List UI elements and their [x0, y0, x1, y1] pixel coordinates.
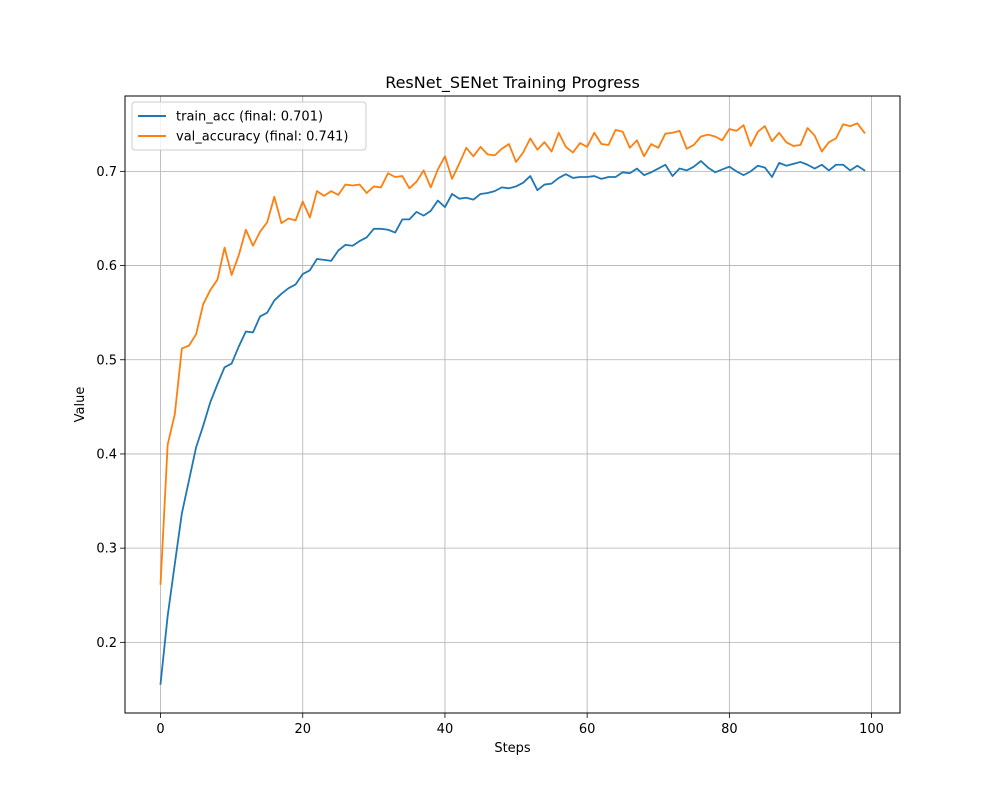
y-tick-label: 0.4: [96, 447, 117, 462]
legend-label-val-accuracy: val_accuracy (final: 0.741): [176, 130, 348, 145]
series-line-train-acc: [159, 160, 866, 685]
legend: train_acc (final: 0.701) val_accuracy (f…: [131, 101, 367, 151]
legend-box: [131, 101, 367, 151]
x-tick-label: 60: [579, 722, 596, 737]
y-tick-label: 0.5: [96, 353, 117, 368]
axis-ticks: 0 20 40 60 80 100 0.2 0.3 0.4 0.5 0.6 0.7: [96, 165, 884, 737]
chart-title: ResNet_SENet Training Progress: [385, 73, 640, 93]
x-axis-label: Steps: [494, 741, 531, 756]
series-line-val-accuracy: [159, 122, 866, 585]
plot-area-frame: [124, 95, 901, 714]
x-tick-label: 40: [437, 722, 454, 737]
y-axis-label: Value: [73, 387, 88, 423]
x-tick-label: 80: [721, 722, 738, 737]
x-tick-label: 100: [859, 722, 884, 737]
legend-label-train-acc: train_acc (final: 0.701): [176, 110, 323, 125]
y-tick-label: 0.3: [96, 542, 117, 557]
x-tick-label: 0: [156, 722, 164, 737]
y-tick-label: 0.7: [96, 165, 117, 180]
grid: [125, 96, 900, 713]
x-tick-label: 20: [294, 722, 311, 737]
series-lines: [159, 122, 866, 685]
y-tick-label: 0.2: [96, 636, 117, 651]
y-tick-label: 0.6: [96, 259, 117, 274]
